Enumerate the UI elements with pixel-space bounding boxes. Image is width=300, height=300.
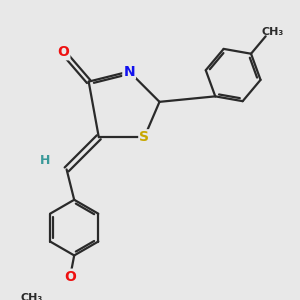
Text: N: N bbox=[123, 64, 135, 79]
Text: CH₃: CH₃ bbox=[262, 27, 284, 38]
Text: O: O bbox=[58, 45, 69, 59]
Text: H: H bbox=[40, 154, 51, 167]
Text: CH₃: CH₃ bbox=[20, 293, 42, 300]
Text: S: S bbox=[139, 130, 149, 144]
Text: O: O bbox=[64, 270, 76, 284]
